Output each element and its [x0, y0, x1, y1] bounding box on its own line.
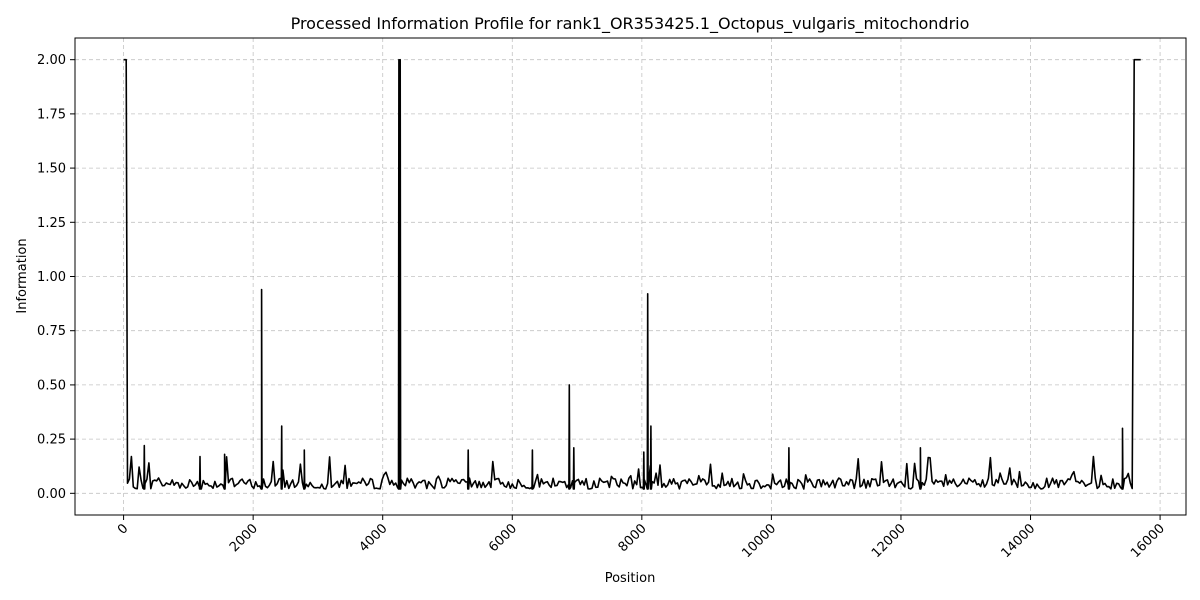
y-tick-label: 0.00 — [37, 487, 66, 502]
y-tick-label: 0.75 — [37, 324, 66, 339]
y-axis-title: Information — [15, 238, 30, 313]
y-tick-label: 1.50 — [37, 162, 66, 177]
y-tick-label: 0.50 — [37, 378, 66, 393]
y-tick-label: 0.25 — [37, 433, 66, 448]
information-series-line — [123, 58, 1141, 490]
y-axis: 0.00 0.25 0.50 0.75 1.00 1.25 1.50 1.75 2.00 — [37, 53, 75, 502]
chart-title: Processed Information Profile for rank1_… — [291, 14, 970, 34]
y-tick-label: 1.00 — [37, 270, 66, 285]
y-tick-label: 2.00 — [37, 53, 66, 68]
grid — [75, 38, 1186, 515]
y-tick-label: 1.75 — [37, 107, 66, 122]
x-axis-title: Position — [605, 571, 656, 586]
y-tick-label: 1.25 — [37, 216, 66, 231]
